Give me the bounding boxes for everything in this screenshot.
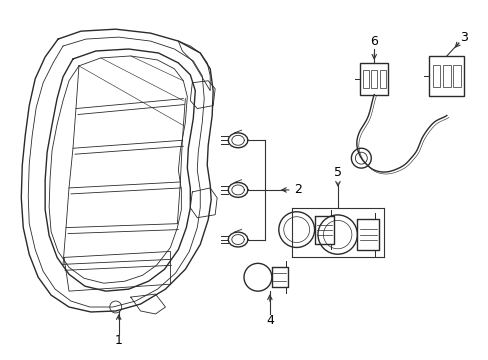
- Text: 5: 5: [333, 166, 341, 179]
- Bar: [379, 70, 385, 87]
- Bar: [452, 65, 460, 87]
- Text: 1: 1: [115, 334, 122, 347]
- Text: 4: 4: [265, 314, 273, 327]
- Text: 2: 2: [293, 184, 301, 197]
- Text: 3: 3: [459, 31, 467, 44]
- Text: 6: 6: [369, 35, 377, 48]
- Bar: [432, 65, 439, 87]
- Bar: [362, 70, 368, 87]
- Bar: [370, 70, 377, 87]
- Bar: [442, 65, 450, 87]
